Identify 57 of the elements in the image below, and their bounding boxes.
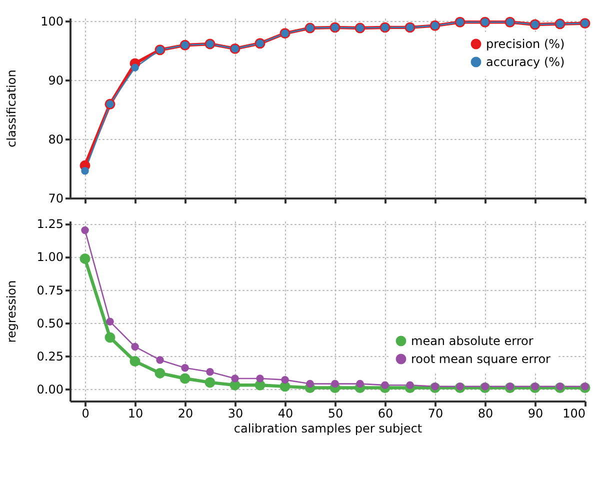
y-tick-label: 1.25 (36, 217, 64, 232)
point (106, 318, 114, 326)
point (231, 374, 239, 382)
point (206, 368, 214, 376)
point (80, 253, 90, 264)
x-axis-title: calibration samples per subject (234, 422, 422, 436)
point (306, 380, 314, 388)
y-axis-title: classification (4, 70, 18, 148)
point (481, 382, 489, 390)
point (156, 356, 164, 364)
y-tick-label: 80 (48, 132, 64, 146)
legend-label: mean absolute error (411, 334, 534, 348)
point (281, 376, 289, 384)
point (181, 364, 189, 372)
point (581, 382, 589, 390)
y-axis-title: regression (4, 280, 18, 343)
point (356, 380, 364, 388)
x-tick-label: 70 (428, 406, 444, 420)
point (556, 382, 564, 390)
x-tick-label: 90 (528, 406, 544, 420)
y-tick-label: 70 (48, 192, 64, 206)
y-tick-label: 0.75 (36, 283, 64, 298)
point (256, 374, 264, 382)
x-tick-label: 30 (228, 406, 244, 420)
point (456, 382, 464, 390)
x-tick-label: 100 (562, 406, 586, 420)
x-tick-label: 50 (328, 406, 344, 420)
point (131, 342, 139, 351)
x-tick-label: 10 (128, 406, 144, 420)
point (331, 380, 339, 388)
point (180, 373, 190, 384)
y-tick-label: 0.25 (36, 350, 64, 364)
point (406, 381, 414, 389)
legend-label: precision (%) (486, 37, 565, 51)
point (431, 382, 439, 390)
x-tick-label: 20 (178, 406, 194, 420)
point (104, 332, 116, 343)
legend-label: accuracy (%) (486, 55, 565, 69)
y-tick-label: 0.50 (36, 316, 64, 330)
x-tick-label: 60 (378, 406, 394, 420)
point (531, 382, 539, 390)
point (81, 226, 89, 234)
x-tick-label: 0 (82, 406, 90, 420)
point (130, 356, 140, 367)
y-tick-label: 1.00 (36, 250, 64, 264)
y-tick-label: 100 (40, 14, 64, 28)
point (381, 381, 389, 389)
point (81, 166, 89, 175)
x-tick-label: 80 (478, 406, 494, 420)
point (506, 382, 514, 390)
point (154, 368, 166, 378)
point (131, 64, 139, 72)
y-tick-label: 90 (48, 73, 64, 88)
x-tick-label: 40 (278, 406, 294, 420)
point (204, 377, 216, 388)
y-tick-label: 0.00 (36, 382, 64, 397)
legend-label: root mean square error (411, 352, 551, 366)
